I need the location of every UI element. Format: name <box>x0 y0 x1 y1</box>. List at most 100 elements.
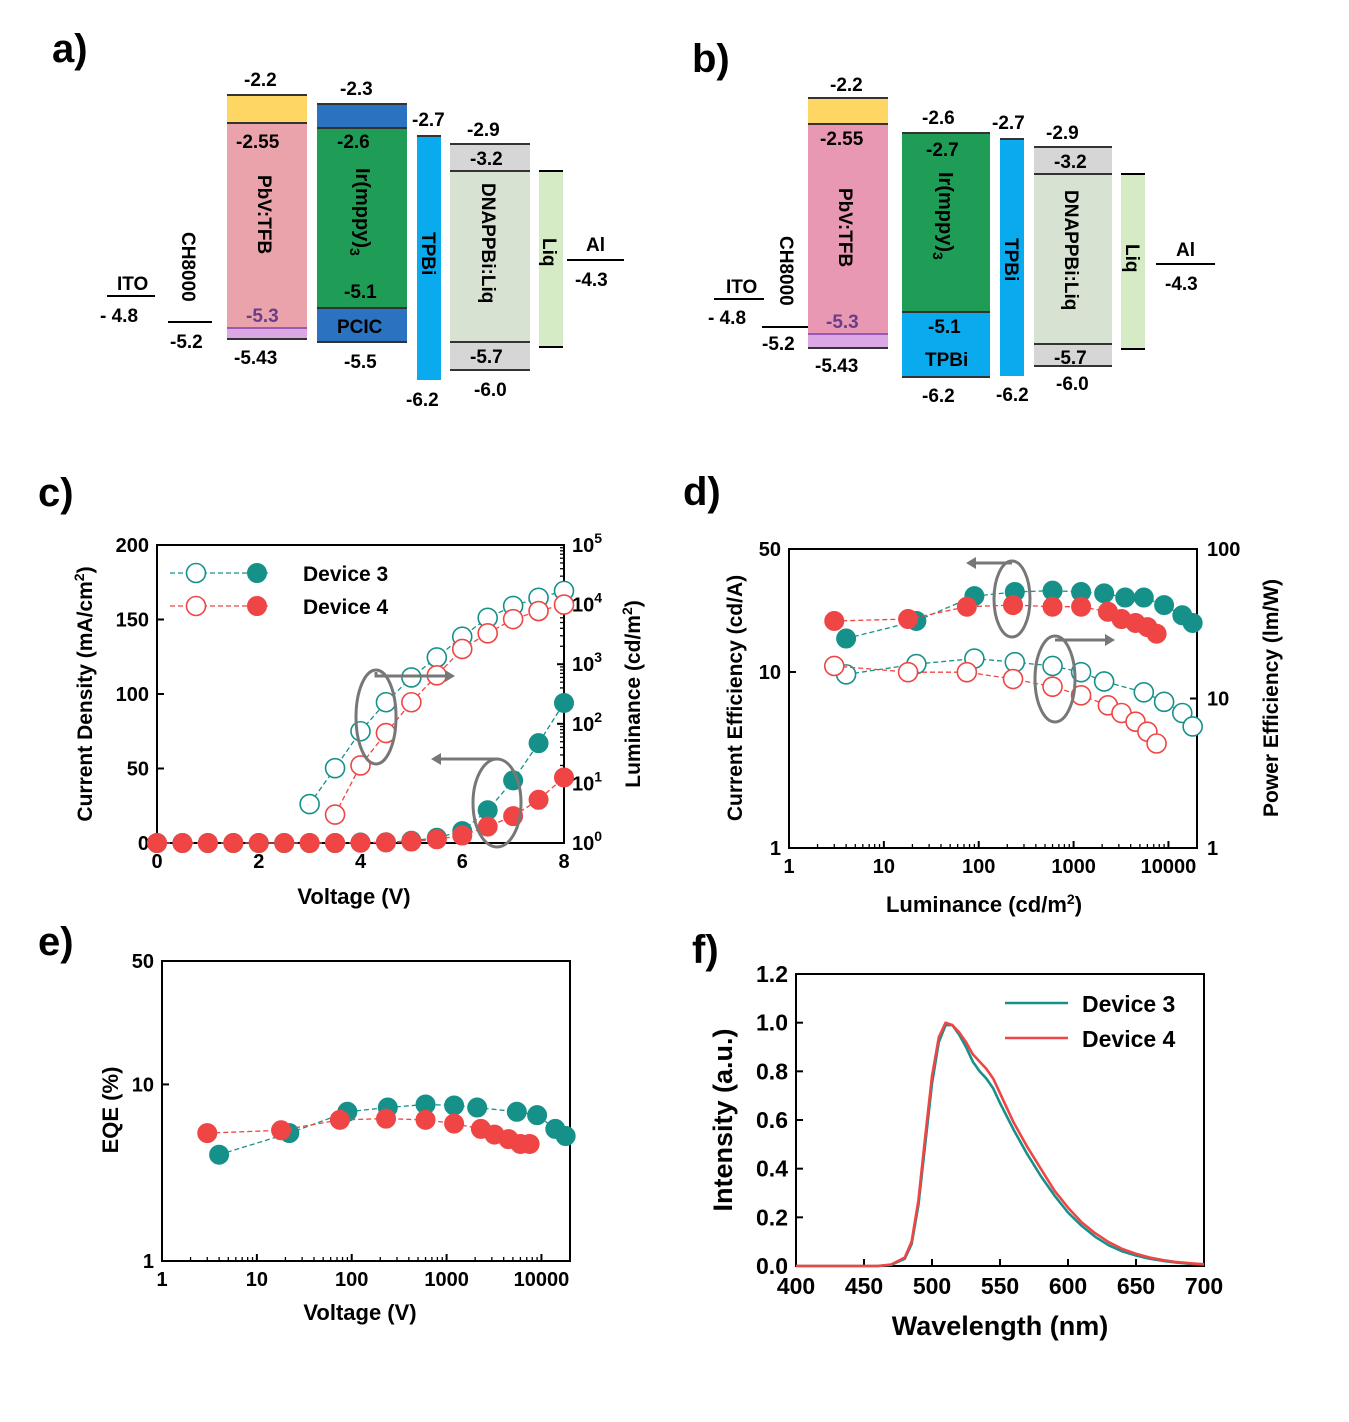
x-tick-label: 1000 <box>424 1269 469 1291</box>
x-axis-label-part: Luminance (cd/m <box>886 892 1067 917</box>
tpbi-level-2: -6.2 <box>406 390 439 411</box>
data-point <box>426 829 447 850</box>
x-tick-label: 100 <box>335 1269 368 1291</box>
data-point <box>1070 685 1092 706</box>
data-point <box>329 1109 350 1130</box>
data-point <box>274 833 295 853</box>
annotation-ellipse <box>471 757 523 849</box>
irmppy-level-2: -2.6 <box>337 132 370 153</box>
y-tick-label: 1.0 <box>756 1010 788 1036</box>
data-point <box>1003 595 1024 616</box>
data-point <box>1146 623 1167 644</box>
data-point <box>375 832 396 853</box>
data-point <box>528 789 549 810</box>
al-label: Al <box>1176 240 1195 261</box>
x-tick-label: 450 <box>845 1273 883 1299</box>
y2-tick-label: 100 <box>1207 539 1240 561</box>
y-tick-label: 0.2 <box>756 1204 788 1230</box>
y2-tick-exp: 5 <box>594 530 602 546</box>
x-axis-label-part: ) <box>1075 892 1082 917</box>
legend-filled-marker <box>247 596 267 616</box>
tpbi-block <box>417 136 441 380</box>
data-point <box>1154 595 1175 616</box>
irmppy-level-1: -2.3 <box>340 79 373 100</box>
data-point <box>209 1144 230 1165</box>
data-point <box>1133 587 1154 608</box>
dnappbi-label: DNAPPBi:Liq <box>1060 190 1081 310</box>
data-point <box>1133 682 1155 703</box>
data-point <box>223 833 244 853</box>
irmppy-tpbi-label: TPBi <box>925 350 968 371</box>
annotation-arrow-line <box>440 757 499 761</box>
dnappbi-level-2: -3.2 <box>470 149 503 170</box>
y-tick-label: 50 <box>127 759 149 781</box>
series-line-2 <box>309 590 565 805</box>
annotation-ellipse <box>1033 634 1077 724</box>
panel-f-label: f) <box>692 928 719 972</box>
pbv-tfb-label: PbV:TFB <box>253 175 274 254</box>
liq-label: Liq <box>538 238 559 267</box>
x-tick-label: 2 <box>253 851 264 873</box>
x-tick-label: 700 <box>1185 1273 1223 1299</box>
panel-a-energy-diagram: a) ITO - 4.8 CH8000 -5.2 -2.2 -2.55 PbV:… <box>52 27 624 411</box>
ch8000-label: CH8000 <box>775 236 796 306</box>
dnappbi-level-3: -5.7 <box>470 347 503 368</box>
dnappbi-top-grey <box>1034 147 1112 174</box>
data-point <box>528 733 549 754</box>
y2-tick-base: 10 <box>572 714 594 736</box>
panel-c-label: c) <box>38 471 74 515</box>
annotation-arrow-head <box>1105 634 1115 646</box>
data-point <box>451 638 473 660</box>
plot-frame <box>795 973 1205 1267</box>
irmppy-label: Ir(mppy)3 <box>347 168 373 256</box>
x-tick-label: 1 <box>156 1269 167 1291</box>
chart-d-efficiency: 1 10 100 1000 10000 1 10 50 1 10 100 Luminance (cd/… <box>724 539 1283 917</box>
x-axis-label: Wavelength (nm) <box>892 1311 1109 1341</box>
data-point <box>824 610 845 631</box>
data-point <box>1153 691 1175 713</box>
y2-tick-base: 10 <box>572 773 594 795</box>
y-tick-label: 1.2 <box>756 961 788 987</box>
irmppy-level-3: -5.1 <box>344 282 377 303</box>
pbv-tfb-level-3: -5.3 <box>826 312 859 333</box>
y-axis-label-part: 2 <box>71 573 87 581</box>
x-tick-label: 500 <box>913 1273 951 1299</box>
irmppy-block <box>317 128 407 308</box>
y-tick-label: 10 <box>759 662 781 684</box>
chart-f-spectrum: 400 450 500 550 600 650 700 0.0 0.2 0.4 0.6 0.8 1.0 1… <box>708 961 1223 1341</box>
y-tick-label: 0.0 <box>756 1253 788 1279</box>
data-point <box>415 1109 436 1130</box>
data-point <box>467 1097 488 1118</box>
data-point <box>1042 596 1063 617</box>
dnappbi-level-1: -2.9 <box>1046 123 1079 144</box>
ito-label: ITO <box>726 277 757 298</box>
data-point <box>1182 612 1203 633</box>
spectrum-line-0 <box>796 1023 1205 1268</box>
ito-level: - 4.8 <box>100 306 138 327</box>
x-tick-label: 1000 <box>1051 856 1096 878</box>
data-point <box>350 755 371 776</box>
tpbi-label: TPBi <box>1000 238 1021 281</box>
ch8000-level: -5.2 <box>170 332 203 353</box>
y2-tick-base: 10 <box>572 535 594 557</box>
y-tick-label: 200 <box>116 535 149 557</box>
y2-tick-exp: 1 <box>594 768 602 784</box>
panel-a-label: a) <box>52 27 88 71</box>
annotation-arrow-head <box>431 753 441 765</box>
legend-open-marker <box>185 562 207 584</box>
data-point <box>401 831 422 852</box>
annotation-arrow-head <box>445 670 455 682</box>
y2-tick-exp: 4 <box>594 590 602 606</box>
data-point <box>1094 583 1115 604</box>
x-tick-label: 600 <box>1049 1273 1087 1299</box>
pbv-tfb-level-1: -2.2 <box>830 75 863 96</box>
pcic-level: -5.5 <box>344 352 377 373</box>
data-point <box>956 596 977 617</box>
dnappbi-bottom-grey <box>450 342 530 370</box>
irmppy-tpbi-level: -6.2 <box>922 386 955 407</box>
x-tick-label: 10 <box>873 856 895 878</box>
x-tick-label: 6 <box>457 851 468 873</box>
legend-label: Device 4 <box>1082 1026 1176 1052</box>
x-tick-label: 550 <box>981 1273 1019 1299</box>
y-tick-label: 100 <box>116 684 149 706</box>
